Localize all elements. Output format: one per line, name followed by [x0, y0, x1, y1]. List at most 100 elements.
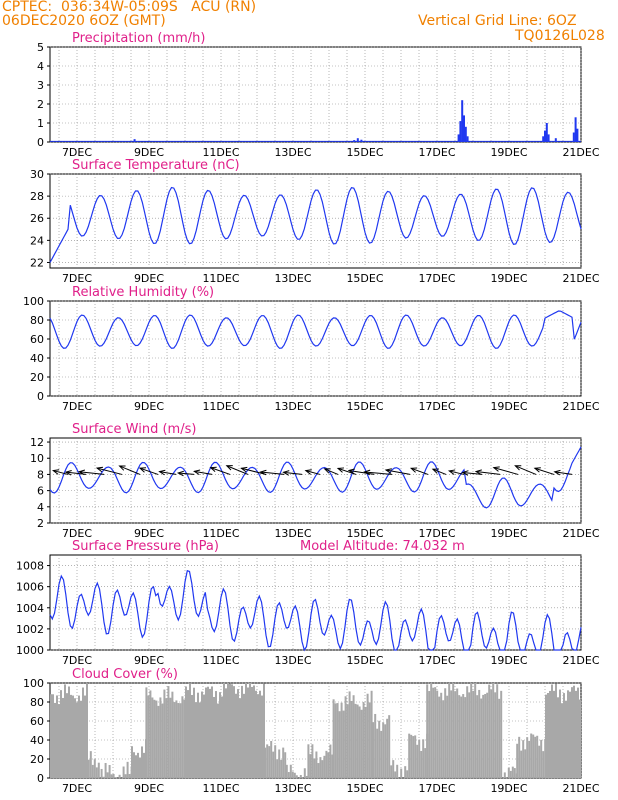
cloud-bar [108, 764, 111, 778]
x-tick-label: 19DEC [490, 400, 527, 413]
cloud-bar [374, 713, 377, 778]
cloud-bar [305, 775, 308, 778]
precip-bar [572, 132, 575, 142]
cloud-bar [340, 702, 343, 778]
cloud-bar [478, 689, 481, 778]
cloud-bar [352, 695, 355, 778]
cloud-bar [354, 703, 357, 778]
cloud-bar [278, 749, 281, 778]
cloud-bar [147, 695, 150, 778]
cloud-bar [442, 700, 445, 778]
wind-arrow [305, 470, 321, 475]
precip-bar [461, 100, 464, 142]
cloud-bar [291, 771, 294, 778]
x-tick-label: 9DEC [134, 146, 164, 159]
cloud-bar [104, 763, 107, 778]
rh-title: Relative Humidity (%) [72, 285, 214, 300]
cloud-bar [454, 691, 457, 778]
series-line [49, 186, 582, 263]
header-station: CPTEC: 036:34W-05:09S ACU (RN) [2, 0, 257, 15]
cloud-bar [151, 697, 154, 778]
cloud-bar [456, 688, 459, 778]
cloud-bar [530, 733, 533, 778]
wind-arrow-head [304, 469, 312, 475]
wind-arrow [241, 467, 267, 475]
cloud-bar [470, 683, 473, 778]
cloud-bar [86, 683, 88, 778]
y-tick-label: 100 [23, 295, 44, 308]
cloud-bar [221, 696, 223, 778]
y-tick-label: 12 [30, 436, 44, 449]
x-tick-label: 9DEC [134, 527, 164, 540]
cloud-bar [78, 695, 80, 778]
cloud-bar [380, 730, 383, 778]
cloud-bar [287, 772, 290, 778]
cloud-bar [557, 697, 559, 778]
header-grid-note: Vertical Grid Line: 6OZ [418, 13, 577, 29]
cloud-bar [488, 684, 491, 778]
cloud-bar [460, 696, 463, 778]
cloud-bar [446, 695, 449, 778]
cloud-bar [315, 751, 318, 778]
y-tick-label: 10 [30, 452, 44, 465]
cloud-bar [231, 684, 233, 778]
cloud-bar [82, 687, 84, 778]
cloud-bar [106, 772, 109, 778]
wind-arrow-head [492, 466, 500, 472]
cloud-bar [496, 684, 499, 778]
pressure-title: Surface Pressure (hPa) [72, 539, 219, 554]
y-tick-label: 30 [30, 168, 44, 181]
cloud-bar [551, 684, 553, 778]
cloud-bar [259, 690, 261, 778]
cloud-bar [410, 734, 413, 778]
cloud-bar [87, 759, 90, 778]
cloud-bar [223, 683, 225, 778]
cloud-bar [392, 760, 395, 778]
cloud-bar [135, 755, 137, 778]
x-tick-label: 19DEC [490, 654, 527, 667]
cloud-bar [394, 771, 397, 778]
cloud-bar [197, 692, 199, 778]
precip-bar [574, 117, 577, 142]
x-tick-label: 11DEC [202, 400, 239, 413]
cloud-bar [549, 690, 551, 778]
wind-arrow [385, 469, 411, 475]
precip-bar [356, 138, 359, 142]
y-tick-label: 2 [37, 517, 44, 530]
cloud-bar [112, 773, 115, 778]
cloud-bar [390, 765, 393, 778]
cloud-bar [255, 690, 257, 778]
x-tick-label: 17DEC [418, 400, 455, 413]
wind-arrow-head [225, 465, 233, 471]
y-tick-label: 60 [30, 715, 44, 728]
cloud-bar [157, 705, 160, 778]
cloud-bar [233, 686, 235, 778]
wind-arrow [119, 465, 141, 475]
cloud-bar [52, 694, 54, 778]
wind-arrow [449, 470, 465, 475]
cloud-bar [124, 774, 127, 778]
temp-title: Surface Temperature (nC) [72, 158, 240, 173]
cloud-bar [251, 686, 253, 778]
y-tick-label: 1006 [16, 581, 44, 594]
panel-frame [49, 46, 582, 143]
cloud-bar [372, 722, 375, 778]
cloud-bar [263, 683, 265, 778]
wind-arrow [554, 471, 573, 475]
y-tick-label: 1004 [16, 602, 44, 615]
cloud-bar [565, 700, 567, 778]
cloud-bar [173, 702, 176, 778]
x-tick-label: 19DEC [490, 272, 527, 285]
cloud-bar [274, 745, 277, 778]
wind-arrow [210, 467, 231, 475]
cloud-bar [245, 683, 247, 778]
x-tick-label: 11DEC [202, 527, 239, 540]
cloud-bar [235, 693, 237, 778]
cloud-bar [422, 739, 425, 778]
cloud-bar [430, 683, 433, 778]
cloud-bar [276, 759, 279, 778]
y-tick-label: 1 [37, 117, 44, 130]
cloud-bar [303, 768, 306, 778]
cloud-bar [299, 774, 302, 778]
wind-arrow-head [138, 467, 147, 473]
